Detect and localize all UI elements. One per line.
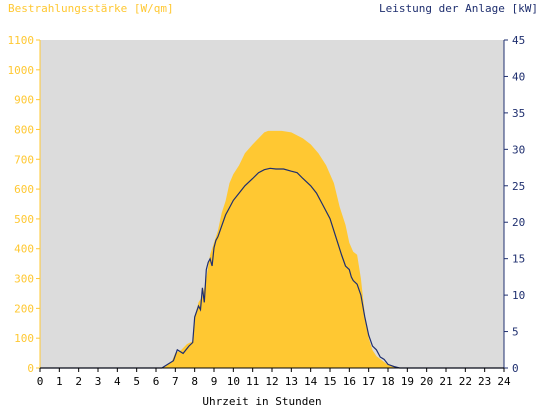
x-tick-label: 6 — [153, 375, 160, 388]
left-tick-label: 100 — [14, 332, 34, 345]
x-tick-label: 1 — [56, 375, 63, 388]
x-tick-label: 2 — [75, 375, 82, 388]
x-tick-label: 24 — [497, 375, 511, 388]
right-tick-label: 10 — [512, 289, 525, 302]
right-tick-label: 40 — [512, 70, 525, 83]
right-tick-label: 15 — [512, 253, 525, 266]
irradiance-area — [40, 130, 504, 368]
left-axis-title: Bestrahlungsstärke [W/qm] — [8, 2, 174, 15]
x-tick-label: 23 — [478, 375, 491, 388]
left-tick-label: 800 — [14, 123, 34, 136]
power-line — [40, 167, 504, 369]
x-tick-label: 13 — [285, 375, 298, 388]
x-tick-label: 15 — [323, 375, 336, 388]
left-tick-label: 1100 — [8, 34, 35, 47]
x-axis-title: Uhrzeit in Stunden — [202, 395, 321, 408]
right-tick-label: 5 — [512, 326, 519, 339]
x-tick-label: 19 — [401, 375, 414, 388]
x-tick-label: 20 — [420, 375, 433, 388]
x-tick-label: 4 — [114, 375, 121, 388]
series-layer — [40, 130, 504, 369]
axis-layer: 0100200300400500600700800900100011000510… — [8, 34, 526, 388]
x-tick-label: 18 — [381, 375, 394, 388]
left-tick-label: 200 — [14, 302, 34, 315]
x-tick-label: 7 — [172, 375, 179, 388]
left-tick-label: 300 — [14, 273, 34, 286]
right-tick-label: 35 — [512, 107, 525, 120]
x-tick-label: 14 — [304, 375, 318, 388]
x-tick-label: 17 — [362, 375, 375, 388]
left-tick-label: 500 — [14, 213, 34, 226]
x-tick-label: 22 — [459, 375, 472, 388]
x-tick-label: 16 — [343, 375, 356, 388]
left-tick-label: 700 — [14, 153, 34, 166]
x-tick-label: 21 — [439, 375, 452, 388]
left-tick-label: 0 — [27, 362, 34, 375]
left-tick-label: 1000 — [8, 64, 35, 77]
x-tick-label: 11 — [246, 375, 259, 388]
right-tick-label: 20 — [512, 216, 525, 229]
right-tick-label: 30 — [512, 143, 525, 156]
left-tick-label: 600 — [14, 183, 34, 196]
right-tick-label: 25 — [512, 180, 525, 193]
x-tick-label: 10 — [227, 375, 240, 388]
x-tick-label: 9 — [211, 375, 218, 388]
x-tick-label: 12 — [265, 375, 278, 388]
right-tick-label: 0 — [512, 362, 519, 375]
x-tick-label: 8 — [191, 375, 198, 388]
right-tick-label: 45 — [512, 34, 525, 47]
x-tick-label: 0 — [37, 375, 44, 388]
left-tick-label: 400 — [14, 243, 34, 256]
right-axis-title: Leistung der Anlage [kW] — [379, 2, 538, 15]
left-tick-label: 900 — [14, 94, 34, 107]
x-tick-label: 5 — [133, 375, 140, 388]
x-tick-label: 3 — [95, 375, 102, 388]
